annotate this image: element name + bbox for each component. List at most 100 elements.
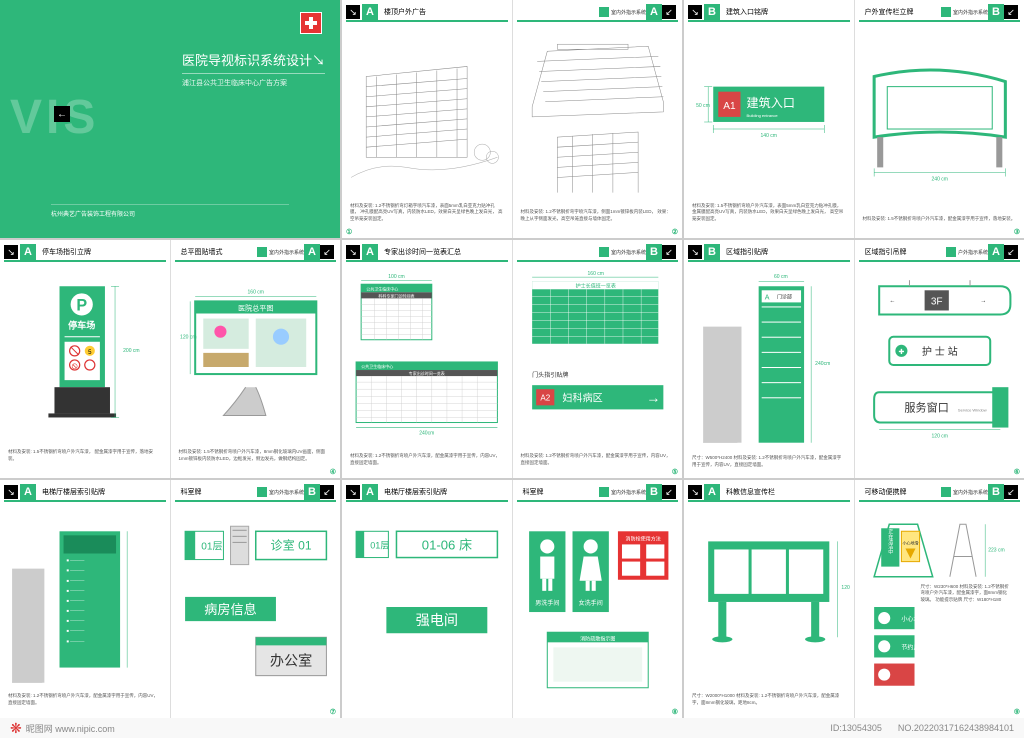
a-frame-sign: 正在清洁中 小心地滑: [874, 524, 933, 576]
medical-cross-icon: [300, 12, 322, 34]
svg-text:01-06 床: 01-06 床: [422, 537, 472, 552]
svg-text:消防栓使用方法: 消防栓使用方法: [625, 535, 660, 542]
cover-title: 医院导视标识系统设计↘: [182, 50, 325, 74]
p2r-content: 材料及安装: 1.2不锈钢折弯字喷汽车漆，侧面1mm镀锌板内装LED， 效果：晚…: [517, 24, 679, 230]
badge-a: A: [362, 4, 378, 20]
svg-text:60 cm: 60 cm: [774, 274, 788, 280]
svg-text:■ ─────: ■ ─────: [67, 628, 85, 633]
cell-7: ↘A电梯厅楼层索引贴牌 ■ ─────■ ─────■ ─────■ ─────…: [0, 480, 340, 718]
p4-left: ↘A停车场指引立牌 P 停车场 5 🚫 200 cm 材料及安装: 1.5不锈钢…: [0, 240, 171, 478]
p6-left: ↘B区域指引贴牌 A门诊部 60 cm 240cm 尺寸：W500*H2400 …: [684, 240, 855, 478]
p3l-spec: 材料及安装: 1.5不锈钢折弯喷户外汽车漆，表面5mm乳白亚克力贴冲孔膜， 金属…: [692, 203, 845, 222]
svg-text:节约用水: 节约用水: [901, 643, 925, 651]
site-logo: ❋ 昵图网 www.nipic.com: [10, 720, 115, 737]
svg-text:停车场: 停车场: [68, 320, 95, 331]
svg-text:妇科病区: 妇科病区: [562, 391, 602, 404]
p3r-spec: 材料及安装: 1.5不锈钢折弯喷户外汽车漆，配金属漆字用于宣传，落地安装。: [863, 216, 1016, 222]
pagenum: ③: [1014, 228, 1020, 236]
p3r-content: 240 cm 材料及安装: 1.5不锈钢折弯喷户外汽车漆，配金属漆字用于宣传，落…: [859, 24, 1021, 230]
parking-sign-icon: P 停车场 5 🚫: [48, 286, 116, 417]
p2l-spec: 材料及安装: 1.2不锈钢折弯灯箱字喷汽车漆，表面5mm乳白亚克力贴冲孔膜， 冲…: [350, 203, 503, 222]
svg-text:小心地滑: 小心地滑: [901, 615, 925, 623]
svg-text:正在清洁中: 正在清洁中: [887, 529, 893, 556]
svg-text:223 cm: 223 cm: [988, 547, 1005, 553]
p2l-title: 楼顶户外广告: [384, 7, 508, 17]
p7-right: 科室牌室内外指示系统B↙ 01层 诊室 01 病房信息 办公室 ⑦: [171, 480, 341, 718]
svg-text:男洗手间: 男洗手间: [535, 599, 559, 607]
badge-b: B: [988, 4, 1004, 20]
svg-text:医院总平图: 医院总平图: [238, 303, 273, 312]
svg-text:160 cm: 160 cm: [587, 271, 604, 277]
svg-text:3F: 3F: [930, 296, 942, 307]
arrow-icon: ↙: [1004, 5, 1018, 19]
svg-text:小心地滑: 小心地滑: [902, 539, 918, 545]
p6-right: 区域指引吊牌户外指示系统A↙ 3F ←→ 护 士 站 ✚ 服务窗口 Servic…: [855, 240, 1024, 478]
svg-text:A: A: [765, 294, 770, 301]
svg-text:消防疏散指示图: 消防疏散指示图: [580, 635, 615, 642]
schedule-table-1: 公共卫生临床中心 科科专家门诊时间表: [361, 284, 432, 340]
svg-text:门诊部: 门诊部: [777, 293, 792, 300]
svg-text:160 cm: 160 cm: [247, 289, 264, 295]
fire-hydrant-poster: 消防栓使用方法: [617, 531, 667, 579]
p3r-title: 户外宣传栏立牌: [865, 7, 941, 17]
p2-left: ↘ A 楼顶户外广告 材料及安装: 1.2不锈钢折弯灯箱字喷汽车漆，表面5mm乳…: [342, 0, 513, 238]
svg-text:■ ─────: ■ ─────: [67, 618, 85, 623]
svg-text:■ ─────: ■ ─────: [67, 588, 85, 593]
svg-text:护 士 站: 护 士 站: [921, 345, 957, 358]
svg-text:200 cm: 200 cm: [123, 348, 140, 354]
page-grid: 医院导视标识系统设计↘ 浦江县公共卫生临床中心广告方案 VIS ← 杭州典艺广告…: [0, 0, 1024, 718]
svg-text:120 cm: 120 cm: [180, 335, 197, 341]
cover-panel: 医院导视标识系统设计↘ 浦江县公共卫生临床中心广告方案 VIS ← 杭州典艺广告…: [0, 0, 340, 238]
svg-text:100 cm: 100 cm: [388, 274, 405, 280]
cover-company: 杭州典艺广告装饰工程有限公司: [51, 204, 289, 218]
female-restroom-sign: 女洗手间: [572, 531, 608, 612]
svg-text:办公室: 办公室: [269, 653, 311, 669]
svg-text:■ ─────: ■ ─────: [67, 608, 85, 613]
p8-left: ↘A电梯厅楼层索引贴牌 01层 01-06 床 强电间: [342, 480, 513, 718]
svg-text:A1: A1: [723, 101, 736, 112]
svg-text:50 cm: 50 cm: [696, 103, 710, 109]
fire-evacuation-map: 消防疏散指示图: [547, 632, 648, 688]
svg-text:✚: ✚: [898, 348, 904, 356]
p5-right: 室内外指示系统B↙ 护士长值班一览表 160 cm 门头指引贴牌 A2 妇科病区…: [513, 240, 683, 478]
cover-subtitle: 浦江县公共卫生临床中心广告方案: [182, 78, 325, 88]
info-bulletin-board: [708, 541, 829, 642]
cell-2: ↘ A 楼顶户外广告 材料及安装: 1.2不锈钢折弯灯箱字喷汽车漆，表面5mm乳…: [342, 0, 682, 238]
cell-6: ↘B区域指引贴牌 A门诊部 60 cm 240cm 尺寸：W500*H2400 …: [684, 240, 1024, 478]
p2l-header: ↘ A 楼顶户外广告: [346, 4, 508, 22]
badge-a: A: [646, 4, 662, 20]
schedule-table-2: 公共卫生临床中心 专家出诊时间一览表: [356, 362, 497, 423]
svg-text:■ ─────: ■ ─────: [67, 578, 85, 583]
arrow-icon: ↘: [688, 5, 702, 19]
nurse-station-sign: 护 士 站 ✚: [889, 337, 990, 365]
service-window-sign: 服务窗口 Service Window: [874, 387, 1008, 427]
office-plate: 办公室: [255, 637, 326, 675]
p5-left: ↘A专家出诊时间一览表汇总 公共卫生临床中心 科科专家门诊时间表 100 cm …: [342, 240, 513, 478]
p2r-spec: 材料及安装: 1.2不锈钢折弯字喷汽车漆，侧面1mm镀锌板内装LED， 效果：晚…: [521, 209, 674, 222]
arrow-icon: ↘: [346, 5, 360, 19]
p3-left: ↘ B 建筑入口铭牌 A1 建筑入口 Building entrance 140…: [684, 0, 855, 238]
cell-5: ↘A专家出诊时间一览表汇总 公共卫生临床中心 科科专家门诊时间表 100 cm …: [342, 240, 682, 478]
p3-right: 户外宣传栏立牌 室内外指示系统 B ↙ 240 cm 材料及安装: 1.5不锈钢…: [855, 0, 1024, 238]
building-sketch-3-icon: [557, 132, 638, 193]
svg-text:Building entrance: Building entrance: [747, 113, 779, 118]
svg-text:■ ─────: ■ ─────: [67, 568, 85, 573]
svg-text:01层: 01层: [370, 540, 389, 550]
building-sketch-2-icon: [532, 44, 663, 117]
p3l-content: A1 建筑入口 Building entrance 140 cm 50 cm 材…: [688, 24, 850, 230]
bulletin-board-icon: [874, 70, 1005, 167]
p2l-content: 材料及安装: 1.2不锈钢折弯灯箱字喷汽车漆，表面5mm乳白亚克力贴冲孔膜， 冲…: [346, 24, 508, 230]
building-sketch-icon: [351, 66, 498, 177]
pagenum: ②: [672, 228, 678, 236]
svg-text:门头指引贴牌: 门头指引贴牌: [532, 371, 568, 379]
male-restroom-sign: 男洗手间: [529, 531, 565, 612]
p8-right: 科室牌室内外指示系统B↙ 男洗手间 女洗手间 消防栓使用方法 消防疏散指示图 ⑧: [513, 480, 683, 718]
svg-text:240cm: 240cm: [419, 431, 434, 437]
svg-text:01层: 01层: [201, 540, 222, 552]
svg-text:■ ─────: ■ ─────: [67, 598, 85, 603]
svg-text:病房信息: 病房信息: [204, 601, 256, 617]
svg-text:建筑入口: 建筑入口: [747, 95, 795, 110]
p3r-header: 户外宣传栏立牌 室内外指示系统 B ↙: [859, 4, 1021, 22]
cell-8: ↘A电梯厅楼层索引贴牌 01层 01-06 床 强电间 科室牌室内外指示系统B↙…: [342, 480, 682, 718]
a-frame-side: [949, 524, 975, 576]
